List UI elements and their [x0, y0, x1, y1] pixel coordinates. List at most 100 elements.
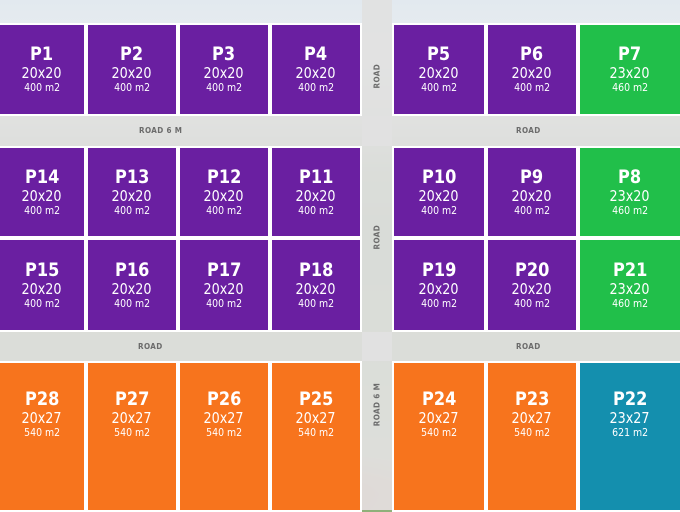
- road-vertical: [362, 0, 392, 510]
- plot-id: P7: [618, 43, 642, 65]
- plot-dimensions: 20x20: [21, 64, 63, 82]
- plot-p20[interactable]: P20 20x20 400 m2: [486, 238, 578, 332]
- plot-id: P15: [24, 258, 60, 281]
- plot-p1[interactable]: P1 20x20 400 m2: [0, 23, 86, 116]
- plot-area: 400 m2: [206, 203, 242, 217]
- plot-dimensions: 20x20: [111, 64, 153, 82]
- road-label-vertical-middle: ROAD: [372, 224, 382, 250]
- plot-id: P18: [298, 258, 334, 281]
- plot-id: P20: [514, 258, 550, 281]
- plot-area: 400 m2: [514, 203, 550, 217]
- plot-id: P2: [120, 43, 144, 65]
- road-top: [0, 116, 680, 146]
- plot-dimensions: 20x20: [511, 64, 553, 82]
- plot-dimensions: 20x20: [111, 279, 153, 298]
- plot-area: 400 m2: [114, 81, 150, 94]
- plot-dimensions: 20x27: [21, 409, 63, 427]
- plot-p23[interactable]: P23 20x27 540 m2: [486, 361, 578, 512]
- plot-p21[interactable]: P21 23x20 460 m2: [578, 238, 680, 332]
- plot-dimensions: 20x27: [418, 409, 460, 427]
- plot-p27[interactable]: P27 20x27 540 m2: [86, 361, 178, 512]
- plot-p24[interactable]: P24 20x27 540 m2: [392, 361, 486, 512]
- plot-id: P27: [114, 388, 150, 410]
- plot-id: P23: [514, 388, 550, 410]
- road-label-bottom-left: ROAD: [138, 342, 163, 351]
- road-label-top-right: ROAD: [516, 126, 541, 135]
- road-label-top-left: ROAD 6 M: [139, 126, 183, 135]
- plot-dimensions: 20x20: [295, 279, 337, 298]
- plot-p12[interactable]: P12 20x20 400 m2: [178, 146, 270, 238]
- plot-area: 540 m2: [298, 426, 334, 439]
- plot-area: 400 m2: [298, 296, 334, 310]
- plot-id: P5: [427, 43, 451, 65]
- plot-area: 540 m2: [206, 426, 242, 439]
- plot-p5[interactable]: P5 20x20 400 m2: [392, 23, 486, 116]
- plot-id: P8: [618, 165, 642, 188]
- plot-area: 400 m2: [114, 203, 150, 217]
- plot-id: P3: [212, 43, 236, 65]
- plot-area: 540 m2: [514, 426, 550, 439]
- plot-p11[interactable]: P11 20x20 400 m2: [270, 146, 362, 238]
- plot-dimensions: 20x27: [111, 409, 153, 427]
- plot-p17[interactable]: P17 20x20 400 m2: [178, 238, 270, 332]
- plot-p7[interactable]: P7 23x20 460 m2: [578, 23, 680, 116]
- plot-area: 400 m2: [114, 296, 150, 310]
- plot-id: P21: [612, 258, 648, 281]
- plot-p25[interactable]: P25 20x27 540 m2: [270, 361, 362, 512]
- plot-dimensions: 23x27: [609, 409, 651, 427]
- plot-area: 400 m2: [514, 81, 550, 94]
- plot-id: P12: [206, 165, 242, 188]
- plot-p2[interactable]: P2 20x20 400 m2: [86, 23, 178, 116]
- plot-area: 540 m2: [421, 426, 457, 439]
- plot-p22[interactable]: P22 23x27 621 m2: [578, 361, 680, 512]
- plot-id: P16: [114, 258, 150, 281]
- plot-id: P9: [520, 165, 544, 188]
- plot-p18[interactable]: P18 20x20 400 m2: [270, 238, 362, 332]
- plot-area: 400 m2: [206, 81, 242, 94]
- plot-area: 400 m2: [421, 296, 457, 310]
- plot-dimensions: 20x20: [511, 186, 553, 205]
- plot-dimensions: 20x20: [418, 186, 460, 205]
- plot-area: 460 m2: [612, 81, 648, 94]
- plot-area: 540 m2: [114, 426, 150, 439]
- plot-area: 400 m2: [206, 296, 242, 310]
- plot-id: P17: [206, 258, 242, 281]
- plot-area: 400 m2: [24, 81, 60, 94]
- plot-area: 400 m2: [24, 203, 60, 217]
- plot-p26[interactable]: P26 20x27 540 m2: [178, 361, 270, 512]
- plot-id: P19: [421, 258, 457, 281]
- plot-id: P28: [24, 388, 60, 410]
- plot-area: 400 m2: [24, 296, 60, 310]
- plot-p13[interactable]: P13 20x20 400 m2: [86, 146, 178, 238]
- plot-p16[interactable]: P16 20x20 400 m2: [86, 238, 178, 332]
- plot-p3[interactable]: P3 20x20 400 m2: [178, 23, 270, 116]
- plot-dimensions: 20x20: [511, 279, 553, 298]
- plot-p28[interactable]: P28 20x27 540 m2: [0, 361, 86, 512]
- plot-p4[interactable]: P4 20x20 400 m2: [270, 23, 362, 116]
- plot-dimensions: 20x20: [295, 64, 337, 82]
- plot-id: P6: [520, 43, 544, 65]
- plot-id: P25: [298, 388, 334, 410]
- plot-area: 460 m2: [612, 203, 648, 217]
- plot-dimensions: 20x20: [418, 279, 460, 298]
- plot-p19[interactable]: P19 20x20 400 m2: [392, 238, 486, 332]
- plot-id: P11: [298, 165, 334, 188]
- plot-dimensions: 23x20: [609, 279, 651, 298]
- plot-area: 400 m2: [298, 203, 334, 217]
- plot-dimensions: 20x20: [21, 279, 63, 298]
- plot-id: P24: [421, 388, 457, 410]
- plot-dimensions: 23x20: [609, 186, 651, 205]
- plot-p8[interactable]: P8 23x20 460 m2: [578, 146, 680, 238]
- plot-dimensions: 20x20: [111, 186, 153, 205]
- plot-p9[interactable]: P9 20x20 400 m2: [486, 146, 578, 238]
- plot-p10[interactable]: P10 20x20 400 m2: [392, 146, 486, 238]
- plot-p6[interactable]: P6 20x20 400 m2: [486, 23, 578, 116]
- plot-p14[interactable]: P14 20x20 400 m2: [0, 146, 86, 238]
- plot-id: P1: [30, 43, 54, 65]
- plot-p15[interactable]: P15 20x20 400 m2: [0, 238, 86, 332]
- plot-dimensions: 20x20: [418, 64, 460, 82]
- plot-id: P10: [421, 165, 457, 188]
- plot-id: P13: [114, 165, 150, 188]
- plot-id: P22: [612, 388, 648, 410]
- road-label-bottom-right: ROAD: [516, 342, 541, 351]
